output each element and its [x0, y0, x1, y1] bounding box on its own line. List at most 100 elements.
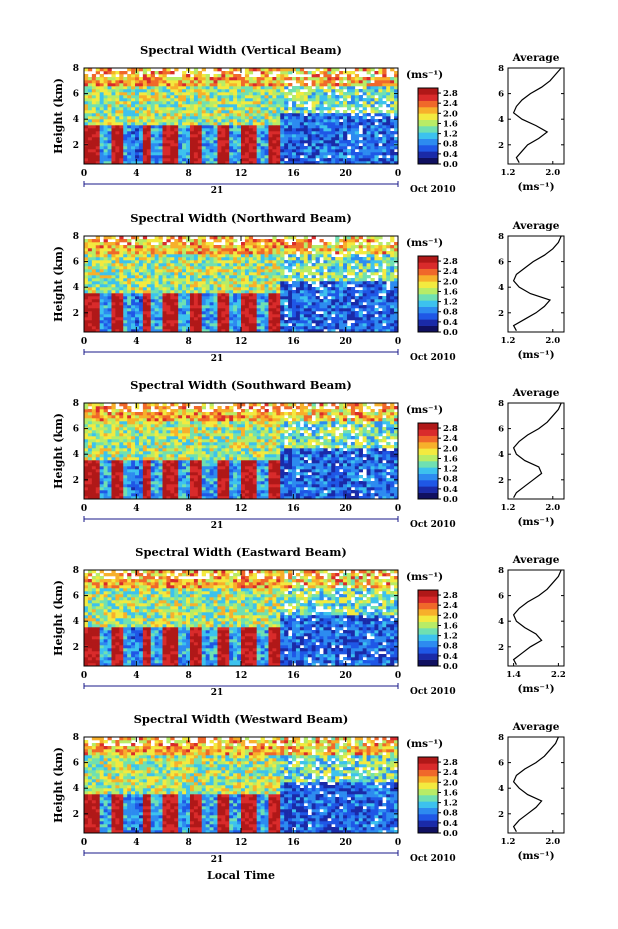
heatmap-cell [241, 113, 246, 117]
heatmap-cell [162, 296, 167, 300]
heatmap-cell [221, 119, 226, 123]
heatmap-cell [370, 251, 375, 255]
heatmap-cell [221, 116, 226, 120]
heatmap-cell [366, 134, 371, 138]
heatmap-cell [343, 308, 348, 312]
heatmap-cell [107, 71, 112, 75]
heatmap-cell [358, 83, 363, 87]
heatmap-cell [178, 254, 183, 258]
heatmap-cell [319, 323, 324, 327]
heatmap-cell [264, 104, 269, 108]
heatmap-cell [382, 299, 387, 303]
heatmap-cell [146, 245, 152, 249]
heatmap-cell [307, 323, 312, 327]
heatmap-cell [178, 131, 183, 135]
heatmap-cell [252, 323, 257, 327]
heatmap-cell [292, 140, 297, 144]
heatmap-cell [390, 77, 395, 81]
heatmap-cell [84, 463, 89, 467]
heatmap-cell [374, 260, 379, 264]
heatmap-cell [131, 248, 136, 252]
heatmap-cell [150, 161, 155, 165]
heatmap-cell [197, 146, 203, 150]
heatmap-cell [292, 149, 297, 153]
heatmap-cell [241, 245, 246, 249]
heatmap-cell [390, 302, 395, 306]
heatmap-cell [84, 158, 89, 162]
heatmap-cell [382, 281, 387, 285]
heatmap-cell [272, 140, 277, 144]
heatmap-cell [327, 116, 332, 120]
heatmap-cell [131, 257, 136, 261]
heatmap-cell [186, 287, 191, 291]
heatmap-cell [142, 86, 148, 90]
heatmap-cell [315, 137, 320, 141]
heatmap-cell [154, 149, 159, 153]
heatmap-cell [189, 149, 195, 153]
y-tick-label: 4 [73, 115, 79, 125]
heatmap-cell [315, 257, 320, 261]
heatmap-cell [221, 317, 226, 321]
heatmap-cell [237, 290, 242, 294]
heatmap-cell [99, 158, 104, 162]
heatmap-cell [123, 308, 128, 312]
heatmap-cell [229, 278, 234, 282]
heatmap-cell [229, 110, 234, 114]
heatmap-cell [115, 143, 120, 147]
heatmap-cell [370, 245, 375, 249]
heatmap-cell [346, 161, 352, 165]
heatmap-cell [350, 296, 356, 300]
heatmap-cell [284, 260, 289, 264]
heatmap-cell [146, 80, 152, 84]
heatmap-cell [272, 263, 277, 267]
heatmap-cell [217, 317, 222, 321]
heatmap-cell [166, 278, 171, 282]
heatmap-cell [213, 296, 218, 300]
heatmap-cell [95, 308, 100, 312]
heatmap-cell [295, 155, 301, 159]
heatmap-cell [193, 92, 199, 96]
heatmap-cell [244, 122, 250, 126]
heatmap-cell [319, 245, 324, 249]
heatmap-cell [311, 311, 316, 315]
heatmap-cell [193, 95, 199, 99]
heatmap-cell [350, 128, 356, 132]
heatmap-cell [225, 125, 230, 129]
heatmap-cell [303, 134, 309, 138]
heatmap-cell [295, 113, 301, 117]
heatmap-cell [146, 287, 152, 291]
heatmap-cell [221, 95, 226, 99]
heatmap-cell [295, 158, 301, 162]
heatmap-cell [84, 409, 89, 413]
heatmap-cell [99, 125, 104, 129]
heatmap-cell [292, 293, 297, 297]
avg-y-tick-label: 2 [498, 309, 504, 319]
heatmap-cell [248, 251, 254, 255]
heatmap-cell [182, 329, 187, 333]
avg-y-tick-label: 4 [498, 115, 504, 125]
heatmap-cell [276, 74, 281, 78]
heatmap-cell [292, 161, 297, 165]
heatmap-cell [386, 242, 391, 246]
heatmap-cell [170, 89, 175, 93]
heatmap-cell [178, 110, 183, 114]
heatmap-cell [87, 161, 93, 165]
heatmap-cell [280, 248, 285, 252]
heatmap-cell [390, 137, 395, 141]
heatmap-cell [131, 329, 136, 333]
heatmap-cell [284, 266, 289, 270]
heatmap-cell [131, 275, 136, 279]
heatmap-cell [182, 287, 187, 291]
heatmap-cell [311, 140, 316, 144]
heatmap-cell [127, 242, 132, 246]
heatmap-cell [295, 308, 301, 312]
heatmap-cell [142, 77, 148, 81]
heatmap-cell [95, 98, 100, 102]
heatmap-cell [127, 122, 132, 126]
heatmap-cell [264, 326, 269, 330]
heatmap-cell [374, 287, 379, 291]
heatmap-cell [217, 89, 222, 93]
heatmap-cell [166, 266, 171, 270]
heatmap-cell [95, 329, 100, 333]
heatmap-cell [209, 131, 214, 135]
